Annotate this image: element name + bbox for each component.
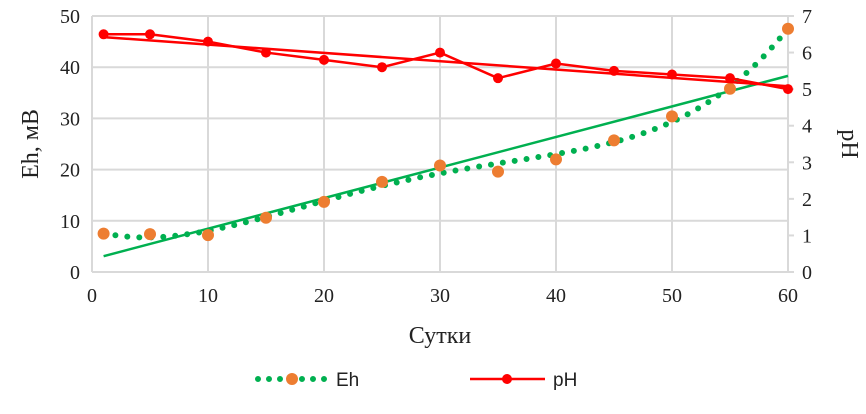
ph-point: [145, 29, 155, 40]
ph-point: [551, 58, 561, 69]
ph-point: [98, 29, 109, 40]
x-tick-label: 10: [198, 285, 218, 307]
eh-point: [318, 195, 330, 208]
y2-axis-label: pH: [836, 129, 862, 158]
eh-point: [608, 134, 620, 147]
eh-point: [144, 228, 156, 241]
ph-point: [609, 65, 619, 76]
eh-point: [260, 211, 272, 224]
y-axis-label: Eh, мВ: [18, 109, 44, 179]
y2-tick-label: 4: [802, 116, 812, 138]
x-axis-label: Сутки: [409, 323, 472, 349]
legend-item-eh: Eh: [255, 370, 359, 391]
ph-point: [493, 73, 503, 84]
y-tick-label: 30: [60, 108, 80, 130]
eh-point: [202, 229, 214, 242]
y2-tick-label: 0: [802, 262, 812, 284]
x-tick-label: 30: [430, 285, 450, 307]
x-tick-label: 60: [778, 285, 798, 307]
y-tick-label: 50: [60, 6, 80, 28]
legend-label-eh: Eh: [336, 370, 359, 391]
y2-tick-label: 5: [802, 79, 812, 101]
y-tick-label: 20: [60, 160, 80, 182]
eh-point: [724, 82, 736, 95]
y2-tick-label: 6: [802, 43, 812, 65]
eh-point: [550, 153, 562, 166]
y2-tick-label: 2: [802, 189, 812, 211]
ph-point: [435, 47, 445, 58]
y2-tick-label: 3: [802, 152, 812, 174]
y-tick-label: 40: [60, 57, 80, 79]
y-tick-label: 0: [70, 262, 80, 284]
ph-point: [783, 84, 793, 95]
x-tick-label: 0: [87, 285, 97, 307]
x-tick-label: 50: [662, 285, 682, 307]
x-tick-label: 20: [314, 285, 334, 307]
eh-point: [666, 110, 678, 123]
y-tick-label: 10: [60, 211, 80, 233]
y2-tick-label: 7: [802, 6, 812, 28]
legend: Eh pH: [255, 370, 577, 391]
eh-point: [782, 22, 794, 35]
legend-item-ph: pH: [470, 370, 577, 391]
eh-point: [492, 165, 504, 178]
legend-label-ph: pH: [553, 370, 577, 391]
ph-point: [319, 54, 329, 65]
x-tick-label: 40: [546, 285, 566, 307]
eh-point: [97, 227, 110, 240]
eh-point: [376, 175, 388, 188]
ph-point: [667, 69, 677, 80]
ph-point: [203, 36, 213, 47]
y2-tick-label: 1: [802, 225, 812, 247]
marks: [97, 22, 794, 258]
ph-point: [725, 73, 735, 84]
eh-point: [434, 159, 446, 172]
ph-point: [377, 62, 387, 73]
eh-polynomial-trendline: [100, 25, 791, 241]
ph-point: [261, 47, 271, 58]
